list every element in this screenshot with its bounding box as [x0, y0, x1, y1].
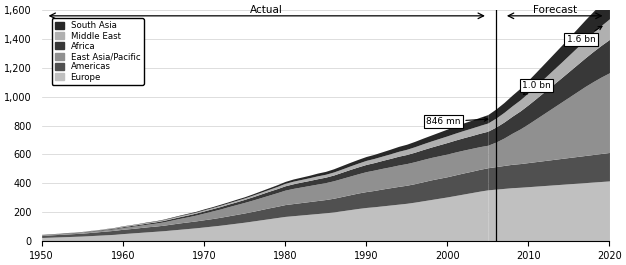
- Text: 1.0 bn: 1.0 bn: [522, 81, 551, 95]
- Text: 846 mn: 846 mn: [426, 117, 488, 126]
- Text: Actual: Actual: [250, 5, 283, 15]
- Text: 1.6 bn: 1.6 bn: [567, 26, 602, 44]
- Legend: South Asia, Middle East, Africa, East Asia/Pacific, Americas, Europe: South Asia, Middle East, Africa, East As…: [51, 18, 143, 85]
- Text: Forecast: Forecast: [533, 5, 577, 15]
